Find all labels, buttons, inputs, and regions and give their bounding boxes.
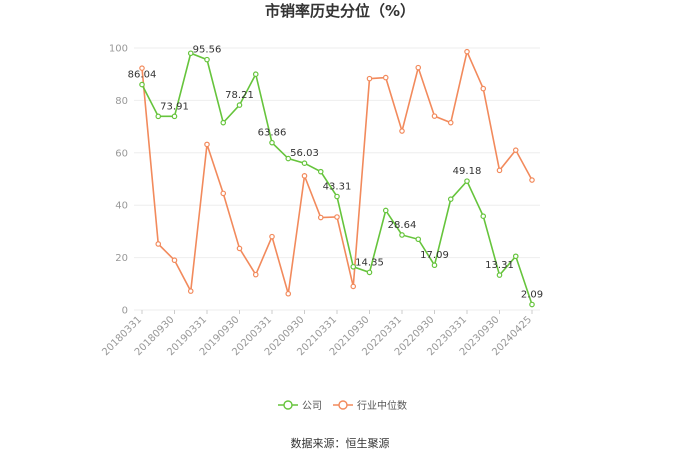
- y-tick-label: 20: [115, 253, 128, 264]
- company-point: [496, 272, 503, 278]
- industry-point: [139, 65, 145, 71]
- y-tick-label: 40: [115, 201, 128, 212]
- company-point: [512, 253, 519, 260]
- data-label: 73.91: [160, 101, 189, 112]
- company-point: [382, 207, 389, 214]
- data-label: 56.03: [290, 148, 319, 159]
- industry-point: [252, 271, 259, 278]
- company-point: [236, 102, 243, 108]
- data-label: 63.86: [258, 128, 287, 139]
- industry-point: [529, 177, 535, 183]
- industry-point: [269, 233, 275, 240]
- industry-point: [399, 128, 405, 134]
- company-point: [204, 56, 210, 63]
- company-point: [334, 193, 340, 200]
- data-label: 78.21: [225, 90, 254, 101]
- data-label: 2.09: [521, 290, 543, 301]
- industry-point: [464, 48, 470, 55]
- grid-lines: [134, 47, 540, 311]
- industry-point: [301, 173, 308, 179]
- company-point: [155, 113, 162, 120]
- company-point: [187, 50, 194, 57]
- company-point: [269, 139, 275, 146]
- legend-item-industry[interactable]: 行业中位数: [333, 399, 407, 412]
- legend[interactable]: 公司 行业中位数: [278, 399, 407, 412]
- industry-point: [171, 257, 178, 264]
- industry-point: [155, 241, 162, 247]
- legend-item-company[interactable]: 公司: [278, 400, 322, 412]
- company-point: [317, 168, 324, 175]
- company-line: [141, 52, 533, 305]
- data-source: 数据来源：恒生聚源: [291, 436, 390, 450]
- data-label: 28.64: [388, 220, 417, 231]
- y-axis: 0 20 40 60 80 100: [109, 44, 128, 317]
- data-label: 86.04: [128, 70, 157, 81]
- data-label: 13.31: [485, 260, 514, 271]
- industry-point: [431, 113, 438, 119]
- company-point: [285, 155, 292, 162]
- industry-point: [366, 75, 373, 82]
- industry-point: [220, 190, 227, 197]
- company-point: [139, 81, 145, 88]
- company-point: [480, 213, 487, 220]
- industry-point: [285, 290, 292, 297]
- company-point: [399, 232, 405, 238]
- company-point: [350, 263, 357, 270]
- company-point: [431, 262, 438, 269]
- legend-label: 行业中位数: [357, 399, 407, 412]
- company-point: [447, 196, 454, 202]
- company-point: [301, 160, 308, 167]
- industry-point: [236, 245, 243, 252]
- y-tick-label: 0: [122, 306, 128, 317]
- industry-point: [415, 64, 422, 71]
- industry-point: [350, 283, 357, 290]
- series-group: [139, 48, 535, 308]
- data-label: 17.09: [420, 250, 449, 261]
- industry-point: [480, 85, 487, 92]
- company-point: [252, 71, 259, 78]
- company-point: [415, 236, 422, 243]
- industry-point: [447, 119, 454, 126]
- industry-point: [317, 214, 324, 221]
- data-label: 49.18: [453, 166, 482, 177]
- company-point: [220, 119, 227, 126]
- y-tick-label: 60: [115, 148, 128, 159]
- data-label: 43.31: [323, 182, 352, 193]
- company-point: [171, 113, 178, 120]
- company-point: [464, 178, 470, 184]
- y-tick-label: 80: [115, 96, 128, 107]
- industry-point: [496, 167, 503, 174]
- data-label: 14.35: [355, 257, 384, 268]
- legend-marker-icon: [283, 400, 293, 410]
- industry-point: [204, 141, 210, 148]
- legend-marker-icon: [338, 400, 348, 410]
- industry-point: [187, 288, 194, 294]
- x-axis: 2018033120180930201903312019093020200331…: [100, 310, 534, 358]
- company-point: [366, 269, 373, 276]
- industry-point: [512, 147, 519, 153]
- chart-title: 市销率历史分位（%）: [265, 2, 415, 20]
- legend-label: 公司: [302, 401, 322, 412]
- industry-point: [382, 74, 389, 81]
- company-point: [529, 301, 535, 308]
- industry-point: [334, 214, 340, 220]
- y-tick-label: 100: [109, 44, 128, 55]
- data-label: 95.56: [193, 45, 222, 56]
